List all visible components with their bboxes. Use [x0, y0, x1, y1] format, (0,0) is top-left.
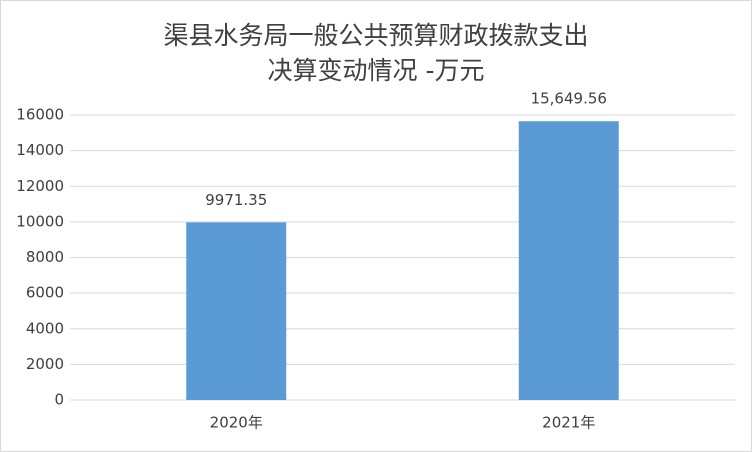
chart-title: 决算变动情况 -万元 — [268, 56, 485, 85]
y-tick-label: 12000 — [16, 177, 64, 195]
y-tick-label: 8000 — [26, 248, 64, 266]
y-tick-label: 0 — [54, 391, 64, 409]
value-label: 9971.35 — [205, 191, 267, 209]
x-tick-label: 2021年 — [542, 414, 595, 432]
y-tick-label: 4000 — [26, 319, 64, 337]
y-tick-label: 2000 — [26, 355, 64, 373]
y-tick-label: 10000 — [16, 212, 64, 230]
y-tick-label: 14000 — [16, 141, 64, 159]
value-label: 15,649.56 — [531, 90, 607, 108]
x-tick-label: 2020年 — [210, 414, 263, 432]
y-tick-label: 6000 — [26, 284, 64, 302]
bar — [518, 121, 619, 400]
y-tick-label: 16000 — [16, 106, 64, 124]
bar — [186, 222, 287, 400]
chart-title: 渠县水务局一般公共预算财政拨款支出 — [163, 21, 588, 50]
